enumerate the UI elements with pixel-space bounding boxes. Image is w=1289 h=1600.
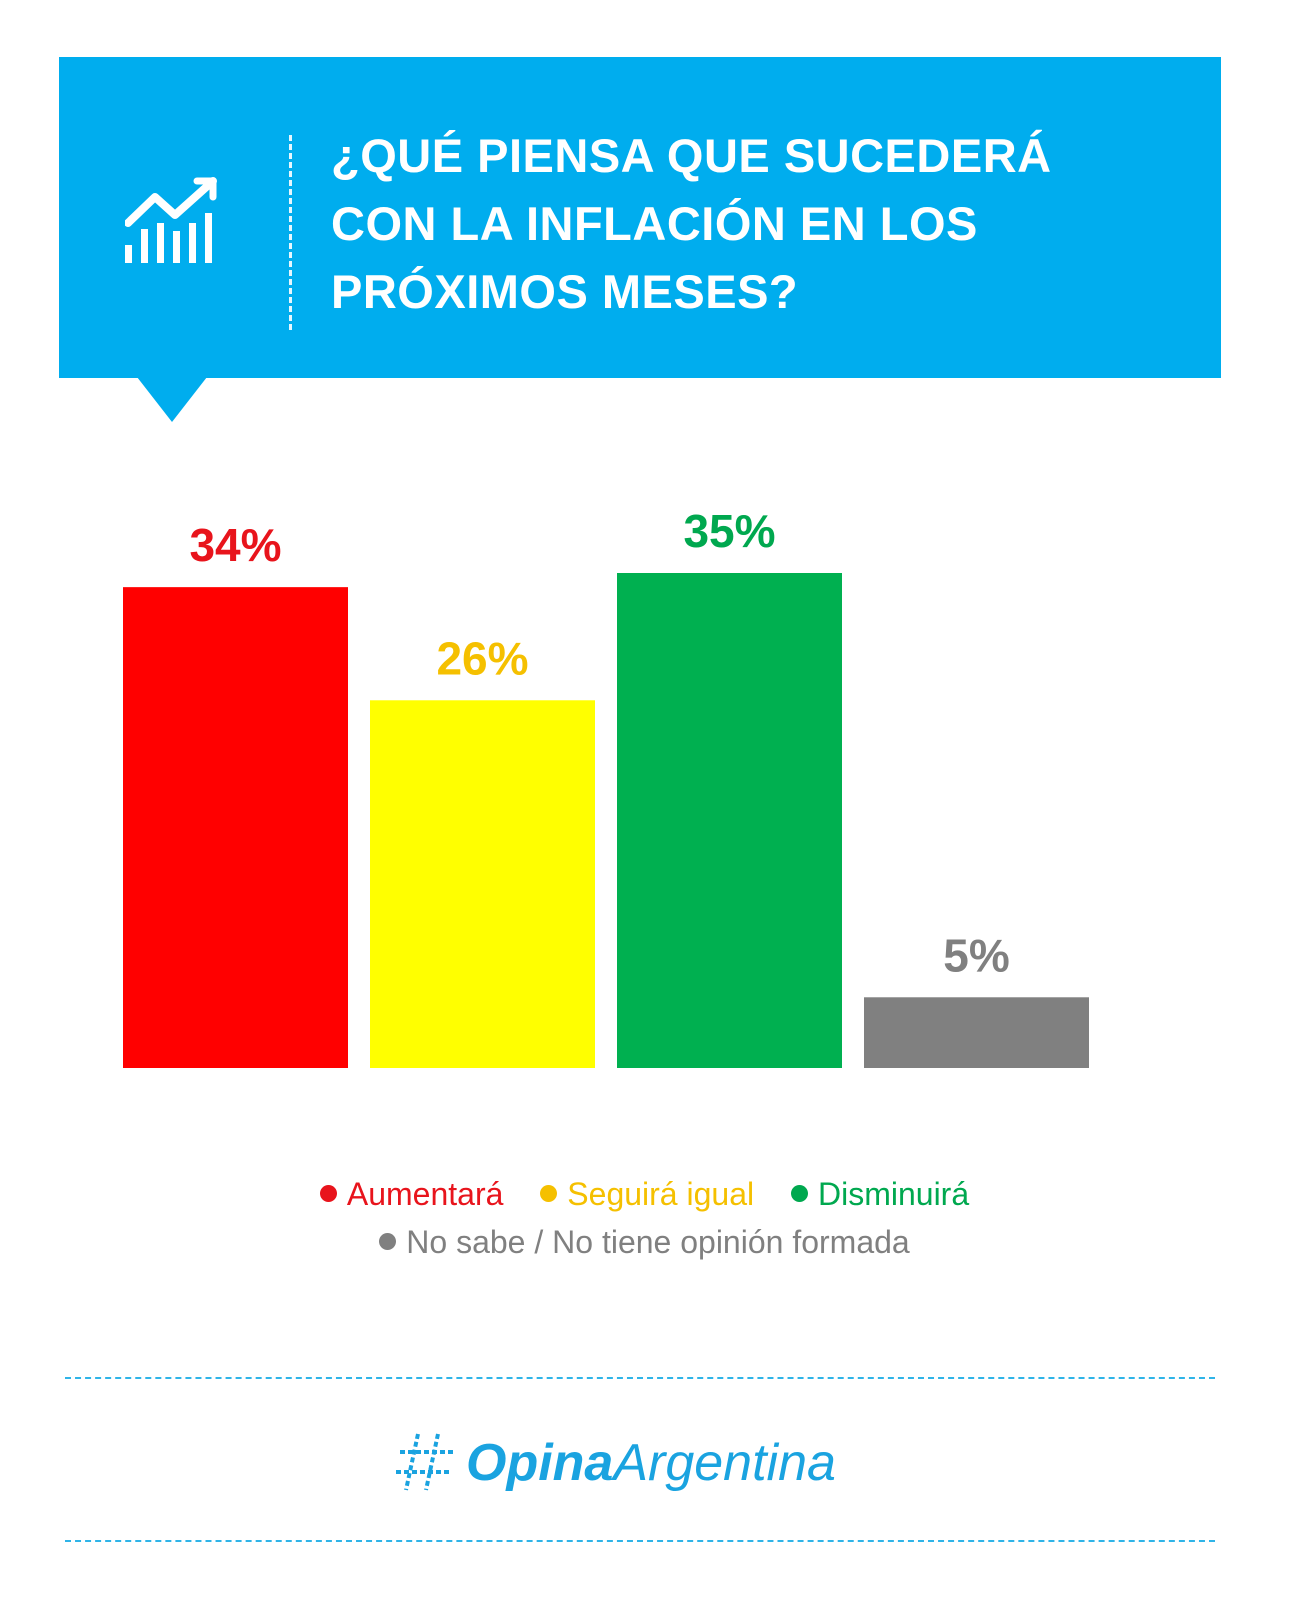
legend-item-no-sabe: No sabe / No tiene opinión formada [379,1218,910,1266]
legend-row-2: No sabe / No tiene opinión formada [0,1218,1289,1266]
bar-value-label-1: 26% [436,632,528,684]
legend-item-disminuira: Disminuirá [790,1170,970,1218]
legend-label: No sabe / No tiene opinión formada [406,1224,910,1260]
bar-3 [864,997,1089,1068]
legend-label: Aumentará [346,1176,504,1212]
legend-label: Seguirá igual [567,1176,755,1212]
bar-1 [370,700,595,1068]
bar-2 [617,573,842,1068]
bar-value-label-2: 35% [683,505,775,557]
legend-dot-icon [540,1185,558,1203]
legend-dot-icon [790,1185,808,1203]
legend-item-seguira-igual: Seguirá igual [540,1170,754,1218]
legend-dot-icon [379,1233,397,1251]
chart-legend: Aumentará Seguirá igual Disminuirá No sa… [0,1170,1289,1266]
chart-title: ¿QUÉ PIENSA QUE SUCEDERÁ CON LA INFLACIÓ… [331,129,1052,318]
brand-name-bold: Opina [466,1434,614,1492]
header-divider [289,135,292,330]
bar-chart: 34% 26% 35% 5% [123,505,1089,1068]
legend-row-1: Aumentará Seguirá igual Disminuirá [0,1170,1289,1218]
legend-label: Disminuirá [817,1176,970,1212]
footer-separator-bottom [65,1540,1215,1542]
hashtag-logo-icon [396,1433,456,1491]
legend-item-aumentara: Aumentará [319,1170,504,1218]
bar-value-label-3: 5% [943,929,1009,981]
header-pointer [137,377,207,422]
bar-0 [123,587,348,1068]
bar-value-label-0: 34% [189,519,281,571]
brand-logo: OpinaArgentina [394,1428,836,1498]
header-banner [59,57,1221,378]
trend-chart-icon [125,177,217,263]
legend-dot-icon [319,1185,337,1203]
brand-name-regular: Argentina [613,1434,836,1492]
footer-separator-top [65,1377,1215,1379]
